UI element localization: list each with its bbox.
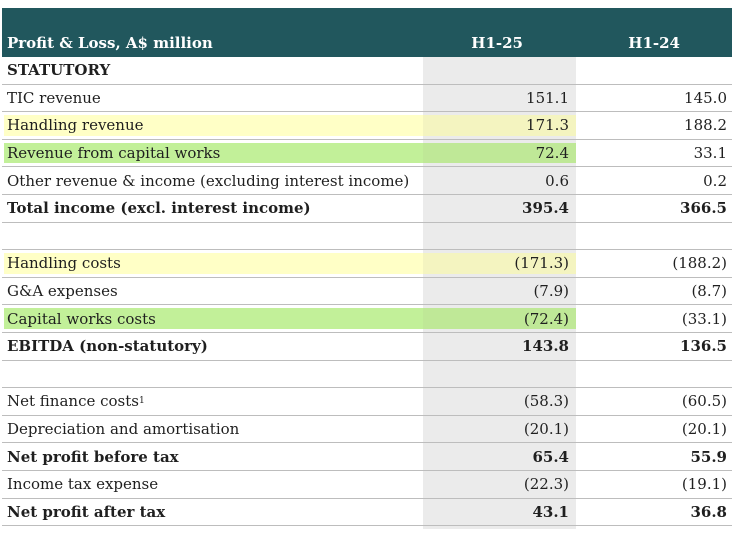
row-label: Other revenue & income (excluding intere…: [7, 167, 409, 194]
table-row: Revenue from capital works 72.4 33.1: [2, 140, 732, 168]
cell-h1-25: (72.4): [523, 309, 569, 328]
cell-h1-25: (20.1): [523, 420, 569, 439]
row-label: Income tax expense: [7, 471, 158, 498]
row-label: Depreciation and amortisation: [7, 416, 239, 443]
table-row: TIC revenue 151.1 145.0: [2, 85, 732, 113]
cell-h1-25: [423, 223, 569, 250]
row-label-text: Capital works costs: [7, 309, 156, 328]
table-row: Handling costs (171.3) (188.2): [2, 250, 732, 278]
row-label: Net finance costs 1: [7, 388, 145, 415]
row-highlight-green: [4, 142, 423, 164]
row-label-text: Net profit after tax: [7, 502, 166, 521]
table-row: Net profit before tax 65.4 55.9: [2, 443, 732, 471]
table-row: Total income (excl. interest income) 395.…: [2, 195, 732, 223]
row-label-text: Revenue from capital works: [7, 144, 221, 163]
table-row: G&A expenses (7.9) (8.7): [2, 278, 732, 306]
cell-h1-24: 366.5: [680, 199, 727, 218]
row-label: G&A expenses: [7, 278, 118, 305]
row-label-text: TIC revenue: [7, 88, 101, 107]
row-label-text: Total income (excl. interest income): [7, 199, 311, 218]
row-label: TIC revenue: [7, 85, 101, 112]
row-label: Handling revenue: [7, 112, 144, 139]
row-label-text: Handling revenue: [7, 116, 144, 135]
row-label-text: Net finance costs: [7, 392, 139, 411]
cell-h1-24: 55.9: [690, 447, 727, 466]
spacer-row: [2, 223, 732, 251]
row-label: Total income (excl. interest income): [7, 195, 311, 222]
table-row: Capital works costs (72.4) (33.1): [2, 305, 732, 333]
cell-highlight-green: [423, 142, 576, 164]
header-label: Profit & Loss, A$ million: [7, 34, 213, 52]
section-row: STATUTORY: [2, 57, 732, 85]
row-label: EBITDA (non-statutory): [7, 333, 208, 360]
row-label: Net profit before tax: [7, 443, 179, 470]
cell-h1-24: 33.1: [693, 144, 727, 163]
cell-h1-25: (171.3): [514, 254, 569, 273]
cell-h1-24: 145.0: [684, 88, 727, 107]
row-highlight-yellow: [4, 253, 423, 274]
row-label-text: Income tax expense: [7, 475, 159, 494]
spacer-row: [2, 361, 732, 389]
row-label-text: EBITDA (non-statutory): [7, 337, 208, 356]
cell-h1-25: 0.6: [545, 171, 569, 190]
header-col-h1-25: H1-25: [471, 34, 523, 52]
row-label-text: Net profit before tax: [7, 447, 179, 466]
cell-h1-24: 36.8: [690, 502, 727, 521]
table-row: Other revenue & income (excluding intere…: [2, 167, 732, 195]
cell-h1-24: (19.1): [681, 475, 727, 494]
table-row: Depreciation and amortisation (20.1) (20.1…: [2, 416, 732, 444]
table-row: Net finance costs 1 (58.3) (60.5): [2, 388, 732, 416]
cell-h1-24: (188.2): [672, 254, 727, 273]
footnote-marker: 1: [138, 396, 145, 407]
row-label: Net profit after tax: [7, 499, 165, 526]
row-label: Capital works costs: [7, 305, 156, 332]
cell-h1-25: (58.3): [523, 392, 569, 411]
table-row: Handling revenue 171.3 188.2: [2, 112, 732, 140]
cell-h1-25: 72.4: [535, 144, 569, 163]
cell-h1-25: 65.4: [532, 447, 569, 466]
cell-h1-25: 395.4: [522, 199, 569, 218]
table-row: Net profit after tax 43.1 36.8: [2, 499, 732, 527]
cell-h1-25: 143.8: [522, 337, 569, 356]
table-row: Income tax expense (22.3) (19.1): [2, 471, 732, 499]
cell-h1-25: 43.1: [532, 502, 569, 521]
cell-h1-24: 0.2: [703, 171, 727, 190]
row-label: Revenue from capital works: [7, 140, 220, 167]
cell-h1-24: (33.1): [681, 309, 727, 328]
cell-h1-25: (22.3): [523, 475, 569, 494]
row-label-text: G&A expenses: [7, 282, 118, 301]
table-body: STATUTORY TIC revenue 151.1 145.0 Handling …: [2, 57, 732, 527]
table-header: Profit & Loss, A$ million H1-25 H1-24: [2, 8, 732, 57]
row-label: Handling costs: [7, 250, 121, 277]
cell-highlight-green: [423, 308, 576, 329]
cell-h1-24: 136.5: [680, 337, 727, 356]
row-label-text: Handling costs: [7, 254, 121, 273]
cell-h1-25: 151.1: [526, 88, 569, 107]
cell-h1-25: [423, 361, 569, 388]
cell-highlight-yellow: [423, 115, 576, 136]
row-highlight-yellow: [4, 115, 423, 136]
row-highlight-green: [4, 308, 423, 329]
cell-h1-24: (8.7): [691, 282, 727, 301]
cell-h1-24: 188.2: [684, 116, 727, 135]
row-label-text: Depreciation and amortisation: [7, 420, 240, 439]
section-title: STATUTORY: [7, 61, 111, 80]
cell-h1-24: (60.5): [681, 392, 727, 411]
cell-h1-25: (7.9): [533, 282, 569, 301]
row-label-text: Other revenue & income (excluding intere…: [7, 171, 410, 190]
cell-h1-24: (20.1): [681, 420, 727, 439]
header-col-h1-24: H1-24: [628, 34, 680, 52]
table-row: EBITDA (non-statutory) 143.8 136.5: [2, 333, 732, 361]
cell-highlight-yellow: [423, 253, 576, 274]
cell-h1-25: 171.3: [526, 116, 569, 135]
